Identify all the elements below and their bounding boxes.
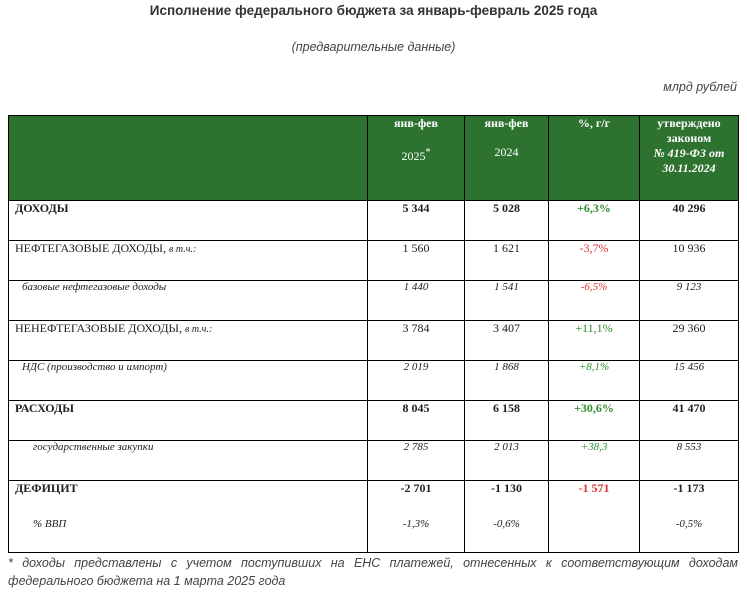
table-row: государственные закупки 2 785 2 013 +38,… [8, 440, 739, 481]
value-law: 9 123 [639, 280, 739, 321]
value-2025: 8 045 [367, 400, 465, 441]
value-pct: +6,3% [548, 200, 640, 241]
table-row: РАСХОДЫ 8 045 6 158 +30,6% 41 470 [8, 400, 739, 441]
value-pct: +30,6% [548, 400, 640, 441]
value-pct: -6,5% [548, 280, 640, 321]
header-col-2025-line1: янв-фев [394, 116, 438, 130]
page-subtitle: (предварительные данные) [291, 40, 456, 54]
table-row: НДС (производство и импорт) 2 019 1 868 … [8, 360, 739, 401]
header-col-2025-line2: 2025* [374, 145, 458, 164]
footnote: * доходы представлены с учетом поступивш… [8, 554, 738, 590]
row-label-cell: НЕНЕФТЕГАЗОВЫЕ ДОХОДЫ, в т.ч.: [8, 320, 368, 361]
header-col-2024-line2: 2024 [494, 145, 519, 159]
row-label: РАСХОДЫ [8, 400, 368, 441]
value-2024: 5 028 [464, 200, 549, 241]
row-label: НЕФТЕГАЗОВЫЕ ДОХОДЫ, [15, 241, 167, 255]
value-law: 15 456 [639, 360, 739, 401]
footnote-line-1: * доходы представлены с учетом поступивш… [8, 556, 738, 570]
budget-table: янв-фев 2025* янв-фев 2024 %, г/г утверж… [8, 115, 739, 553]
value-pct [548, 508, 640, 553]
value-2024: -1 130 [464, 480, 549, 508]
value-2025: 2 019 [367, 360, 465, 401]
value-2024: 2 013 [464, 440, 549, 481]
value-law: -1 173 [639, 480, 739, 508]
value-pct: -1 571 [548, 480, 640, 508]
value-2024: 1 868 [464, 360, 549, 401]
value-2025: -1,3% [367, 508, 465, 553]
value-2025: 2 785 [367, 440, 465, 481]
row-label-cell: НЕФТЕГАЗОВЫЕ ДОХОДЫ, в т.ч.: [8, 240, 368, 281]
table-row: % ВВП -1,3% -0,6% -0,5% [8, 508, 739, 553]
row-label: ДОХОДЫ [8, 200, 368, 241]
header-col-law: утверждено законом № 419-ФЗ от 30.11.202… [639, 115, 739, 201]
value-2025: -2 701 [367, 480, 465, 508]
header-col-2025-footnote-mark: * [425, 147, 431, 158]
table-row: ДОХОДЫ 5 344 5 028 +6,3% 40 296 [8, 200, 739, 241]
value-law: 40 296 [639, 200, 739, 241]
header-col-law-line2: законом [666, 131, 712, 145]
header-col-law-line3: № 419-ФЗ от [653, 146, 725, 160]
value-2025: 3 784 [367, 320, 465, 361]
table-row: ДЕФИЦИТ -2 701 -1 130 -1 571 -1 173 [8, 480, 739, 508]
header-col-2024-line1: янв-фев [484, 116, 529, 130]
value-pct: +8,1% [548, 360, 640, 401]
value-2024: 3 407 [464, 320, 549, 361]
value-2024: 1 621 [464, 240, 549, 281]
value-pct: +11,1% [548, 320, 640, 361]
table-row: НЕНЕФТЕГАЗОВЫЕ ДОХОДЫ, в т.ч.: 3 784 3 4… [8, 320, 739, 361]
page-title: Исполнение федерального бюджета за январ… [149, 3, 598, 18]
footnote-line-2: федерального бюджета на 1 марта 2025 год… [8, 574, 286, 588]
value-law: 8 553 [639, 440, 739, 481]
row-label: ДЕФИЦИТ [8, 480, 368, 508]
row-label: базовые нефтегазовые доходы [8, 280, 368, 321]
value-2025: 1 440 [367, 280, 465, 321]
value-law: 41 470 [639, 400, 739, 441]
header-col-2024: янв-фев 2024 [464, 115, 549, 201]
value-law: 10 936 [639, 240, 739, 281]
value-law: -0,5% [639, 508, 739, 553]
header-label-cell [8, 115, 368, 201]
value-law: 29 360 [639, 320, 739, 361]
row-label: государственные закупки [8, 440, 368, 481]
value-2025: 5 344 [367, 200, 465, 241]
value-pct: -3,7% [548, 240, 640, 281]
value-2025: 1 560 [367, 240, 465, 281]
table-row: базовые нефтегазовые доходы 1 440 1 541 … [8, 280, 739, 321]
header-col-law-line1: утверждено [657, 116, 721, 130]
row-label: % ВВП [8, 508, 368, 553]
header-col-law-line4: 30.11.2024 [662, 161, 716, 175]
row-label: НЕНЕФТЕГАЗОВЫЕ ДОХОДЫ, [15, 321, 182, 335]
value-2024: 6 158 [464, 400, 549, 441]
header-col-2025-year: 2025 [401, 149, 426, 163]
table-row: НЕФТЕГАЗОВЫЕ ДОХОДЫ, в т.ч.: 1 560 1 621… [8, 240, 739, 281]
row-qualifier: в т.ч.: [185, 324, 213, 335]
header-col-pct: %, г/г [548, 115, 640, 201]
units-label: млрд рублей [663, 80, 737, 94]
value-2024: -0,6% [464, 508, 549, 553]
table-header-row: янв-фев 2025* янв-фев 2024 %, г/г утверж… [8, 115, 739, 201]
header-col-2025: янв-фев 2025* [367, 115, 465, 201]
row-label: НДС (производство и импорт) [8, 360, 368, 401]
row-qualifier: в т.ч.: [169, 244, 197, 255]
value-pct: +38,3 [548, 440, 640, 481]
value-2024: 1 541 [464, 280, 549, 321]
